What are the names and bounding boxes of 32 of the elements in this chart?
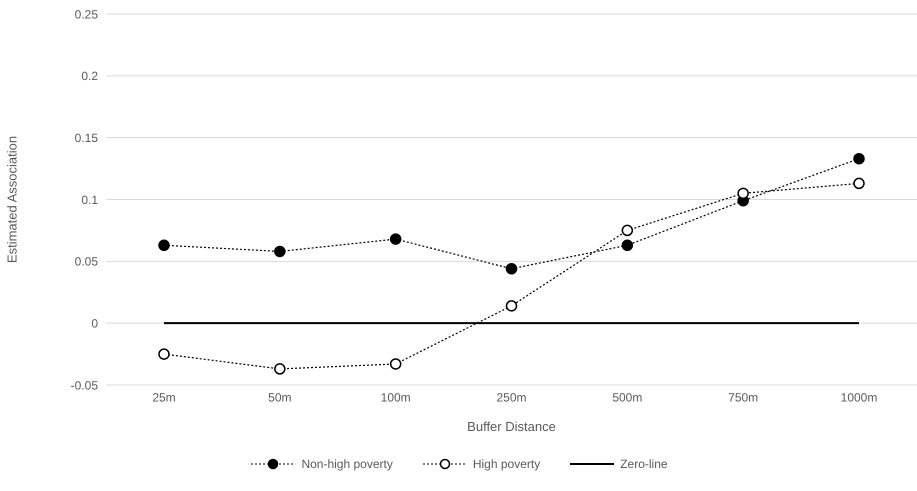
point — [390, 358, 402, 370]
point — [274, 246, 286, 258]
y-tick-label: 0.1 — [81, 192, 98, 207]
point — [506, 263, 518, 275]
y-axis-title: Estimated Association — [4, 136, 20, 264]
y-tick-label: -0.05 — [70, 378, 98, 392]
legend-label: Zero-line — [619, 457, 668, 471]
x-tick-label: 1000m — [840, 390, 878, 405]
x-tick-label: 750m — [728, 390, 758, 405]
y-tick-label: 0 — [91, 316, 98, 330]
point — [737, 188, 749, 200]
point — [506, 300, 518, 312]
y-tick-label: 0.2 — [81, 69, 98, 84]
point — [622, 224, 634, 236]
y-tick-label: 0.05 — [74, 254, 98, 269]
y-tick-label: 0.15 — [74, 130, 98, 145]
x-tick-label: 250m — [496, 390, 527, 405]
point — [158, 348, 170, 360]
point — [853, 152, 865, 164]
point — [390, 233, 402, 245]
legend-label: Non-high poverty — [300, 457, 393, 471]
x-tick-label: 500m — [612, 390, 642, 405]
x-tick-label: 50m — [268, 390, 292, 405]
legend-label: High poverty — [472, 457, 540, 471]
x-tick-label: 100m — [380, 390, 411, 405]
point — [622, 240, 634, 252]
point — [274, 363, 286, 375]
y-tick-label: 0.25 — [74, 7, 98, 22]
x-tick-label: 25m — [152, 390, 176, 405]
point — [158, 240, 170, 252]
point — [853, 178, 865, 190]
x-axis-title: Buffer Distance — [467, 419, 556, 434]
